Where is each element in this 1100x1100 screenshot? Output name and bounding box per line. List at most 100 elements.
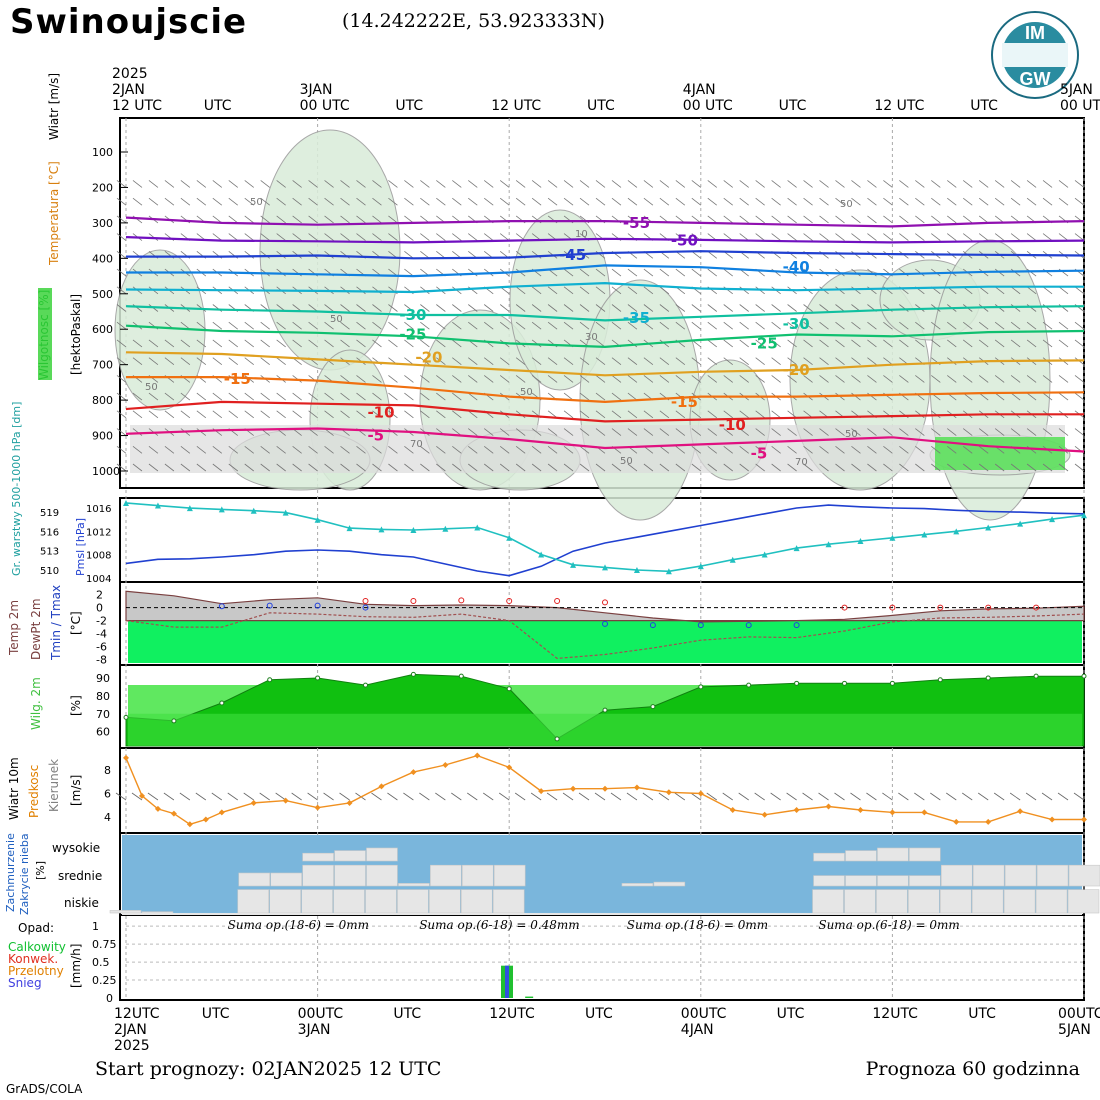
wind-barb — [643, 286, 654, 295]
wind-barb — [611, 392, 622, 401]
wind-barb — [276, 410, 286, 419]
humidity-marker — [602, 707, 608, 713]
wind-speed-marker — [506, 764, 513, 771]
logo-band — [1002, 43, 1068, 67]
top-time-label: 00 UTC — [1060, 98, 1100, 114]
wind-barb — [595, 357, 606, 365]
wind-barb — [739, 463, 749, 472]
wind-barb — [867, 180, 877, 188]
wind-barb — [515, 180, 526, 188]
wind-barb — [420, 321, 430, 330]
wind-barb — [404, 233, 414, 241]
cloud-bar-niskie — [429, 889, 461, 914]
temp-contour-label: -15 — [671, 393, 698, 411]
wind-barb — [883, 428, 893, 436]
wind-barb — [340, 410, 350, 419]
wind-barb — [116, 339, 127, 348]
wind-panel-label: [m/s] — [69, 775, 83, 806]
wind-barb — [276, 233, 286, 241]
wind-barb — [819, 339, 829, 348]
top-time-label: 2025 — [112, 66, 148, 82]
wind-barb-10m — [562, 792, 574, 801]
pmsl-axis-label: Pmsl [hPa] — [74, 518, 87, 576]
wind-barb — [915, 321, 925, 330]
wind-barb — [515, 463, 526, 472]
wind-barb — [659, 375, 670, 383]
wind-barb — [755, 180, 765, 188]
cloud-bar-niskie — [844, 889, 876, 914]
humidity-marker — [698, 684, 704, 690]
wind-barb — [835, 197, 845, 206]
wind-barb — [723, 321, 733, 330]
wind-barb — [372, 339, 382, 348]
wind-barb — [356, 321, 366, 330]
wind-barb-10m — [594, 792, 606, 801]
wind-barb — [404, 321, 414, 330]
wind-barb — [931, 180, 941, 188]
wind-barb — [739, 428, 749, 436]
temp-contour-label: -15 — [224, 370, 251, 388]
wind-barb — [803, 321, 813, 330]
wind-barb — [739, 215, 749, 224]
wind-barb — [867, 215, 877, 224]
cloud-bar-niskie — [141, 911, 174, 914]
wind-barb-10m — [962, 792, 973, 801]
thickness-line — [125, 502, 1085, 573]
temp-tick-label: -4 — [96, 628, 107, 641]
wind-panel-label: Wiatr 10m — [7, 757, 21, 820]
wind-barb — [627, 286, 638, 295]
wind-barb-10m — [818, 792, 829, 801]
wind-barb — [691, 304, 702, 312]
wind-barb — [404, 445, 414, 454]
wind-barb — [867, 233, 877, 241]
wind-barb — [372, 233, 382, 241]
thickness-marker — [314, 516, 321, 523]
wind-barb — [851, 180, 861, 188]
wind-barb — [883, 445, 893, 454]
wind-barb — [308, 410, 318, 419]
wind-barb — [803, 357, 813, 365]
wind-barb — [994, 339, 1005, 348]
wind-barb — [627, 392, 638, 401]
wind-barb — [851, 286, 861, 295]
pmsl-tick-label: 1008 — [86, 551, 111, 562]
wind-barb-10m — [690, 792, 702, 801]
wind-barb-10m — [930, 792, 941, 801]
wind-barb — [292, 197, 302, 206]
wind-barb — [771, 215, 781, 224]
wind-barb — [531, 304, 542, 312]
tmin-marker — [793, 622, 800, 629]
wind-barb — [579, 357, 590, 365]
wind-barb — [468, 233, 478, 241]
wind-barb — [579, 428, 590, 436]
wind-barb — [771, 375, 781, 383]
wind-barb — [148, 180, 159, 188]
wind-barb — [324, 392, 334, 401]
wind-barb — [962, 197, 973, 206]
thickness-marker — [602, 564, 608, 571]
wind-barb — [707, 197, 718, 206]
cloud-bar-niskie — [876, 889, 908, 914]
wind-barb — [180, 357, 191, 365]
wind-barb — [867, 375, 877, 383]
wind-barb — [547, 357, 558, 365]
wind-barb — [436, 357, 446, 365]
precip-tick-label: 0 — [106, 992, 113, 1005]
wind-barb — [994, 375, 1005, 383]
wind-speed-marker — [186, 821, 193, 828]
wind-barb — [643, 197, 654, 206]
wind-barb — [755, 410, 765, 419]
wind-barb — [691, 180, 702, 188]
wind-barb — [452, 304, 462, 312]
wind-barb — [675, 180, 686, 188]
top-time-label: 12 UTC — [491, 98, 541, 114]
wind-barb — [931, 339, 941, 348]
wind-barb-10m — [898, 792, 909, 801]
wind-barb — [1010, 392, 1021, 401]
wind-barb — [883, 215, 893, 224]
wind-barb — [404, 463, 414, 472]
wind-speed-marker — [889, 809, 896, 816]
wind-barb — [803, 233, 813, 241]
wind-barb — [436, 339, 446, 348]
